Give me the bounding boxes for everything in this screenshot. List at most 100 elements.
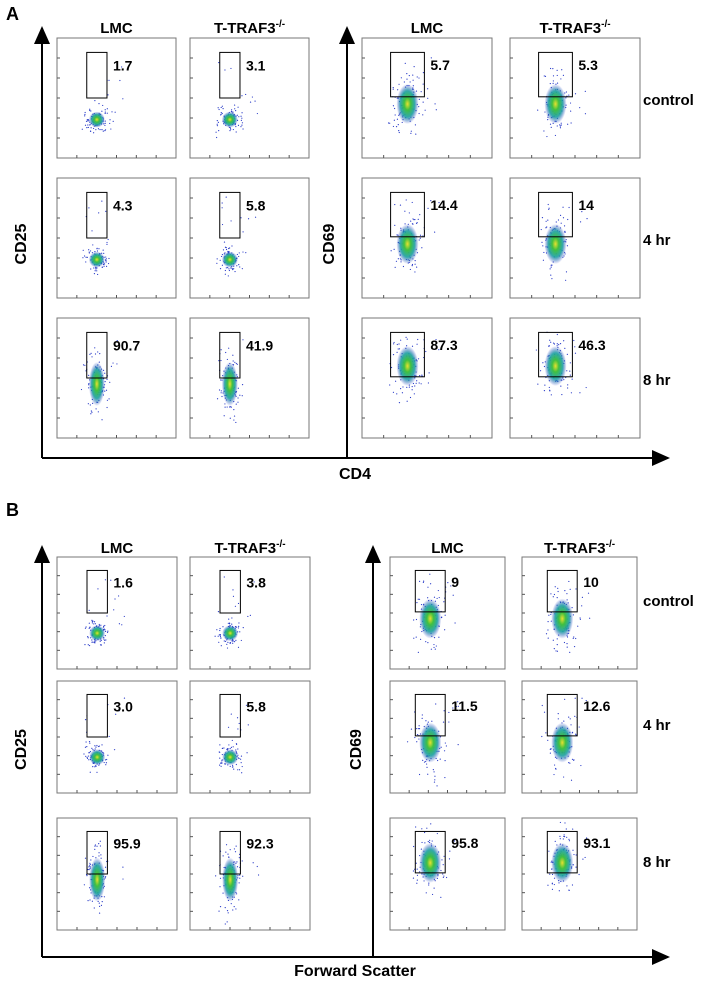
event-dot <box>90 127 92 129</box>
plot-frame <box>189 556 311 670</box>
event-dot <box>433 771 435 773</box>
event-dot <box>217 121 220 123</box>
event-dot <box>559 838 561 840</box>
event-dot <box>435 703 437 705</box>
event-dot <box>587 592 590 594</box>
event-dot <box>394 114 396 116</box>
event-dot <box>91 622 93 624</box>
event-dot <box>393 119 395 121</box>
event-dot <box>569 102 572 104</box>
event-dot <box>216 629 218 631</box>
event-dot <box>87 900 89 902</box>
event-dot <box>241 268 243 270</box>
event-dot <box>563 776 565 778</box>
event-dot <box>228 744 230 746</box>
row-label: control <box>643 92 694 109</box>
event-dot <box>220 390 222 392</box>
event-dot <box>548 850 550 852</box>
event-dot <box>406 78 408 80</box>
event-dot <box>235 626 237 628</box>
event-dot <box>227 853 229 855</box>
event-dot <box>118 623 121 625</box>
event-dot <box>404 210 406 212</box>
event-dot <box>556 345 558 347</box>
event-dot <box>560 222 562 224</box>
event-dot <box>122 98 124 100</box>
event-dot <box>87 637 89 639</box>
event-dot <box>432 769 434 771</box>
event-dot <box>102 130 104 132</box>
event-dot <box>220 359 222 362</box>
event-dot <box>408 212 410 214</box>
event-dot <box>82 364 85 366</box>
event-dot <box>549 873 551 875</box>
event-dot <box>565 91 568 93</box>
event-dot <box>94 844 97 846</box>
event-dot <box>238 882 240 884</box>
event-dot <box>415 862 417 864</box>
event-dot <box>104 634 106 637</box>
event-dot <box>433 781 436 783</box>
event-dot <box>106 399 109 401</box>
event-dot <box>216 120 218 122</box>
gate-percentage: 92.3 <box>246 835 273 851</box>
event-dot <box>549 123 552 125</box>
event-density <box>396 224 419 264</box>
event-dot <box>85 626 87 628</box>
event-dot <box>229 130 231 132</box>
event-dot <box>400 77 402 79</box>
event-dot <box>88 609 90 611</box>
event-dot <box>413 637 415 639</box>
event-dot <box>119 79 121 82</box>
event-dot <box>435 645 437 647</box>
event-dot <box>121 624 123 626</box>
event-dot <box>86 874 88 877</box>
event-dot <box>571 758 574 760</box>
gate <box>219 331 241 379</box>
event-dot <box>241 122 244 124</box>
event-dot <box>452 594 454 596</box>
event-dot <box>448 858 451 860</box>
event-dot <box>89 353 91 356</box>
event-dot <box>223 640 225 642</box>
event-dot <box>86 757 89 760</box>
event-dot <box>444 760 446 762</box>
event-dot <box>84 115 86 117</box>
event-dot <box>402 265 405 268</box>
event-dot <box>416 266 418 268</box>
event-dot <box>558 890 560 892</box>
event-dot <box>424 842 426 844</box>
event-dot <box>570 392 573 394</box>
event-dot <box>223 747 225 749</box>
event-dot <box>537 383 539 385</box>
event-dot <box>99 353 101 355</box>
event-dot <box>574 697 576 699</box>
event-dot <box>442 864 444 866</box>
event-dot <box>398 401 401 404</box>
event-dot <box>571 378 573 380</box>
event-dot <box>411 265 413 267</box>
event-dot <box>584 842 586 844</box>
event-dot <box>217 635 219 637</box>
event-dot <box>221 223 224 226</box>
event-dot <box>98 248 100 250</box>
event-dot <box>224 273 226 275</box>
event-dot <box>93 621 96 623</box>
event-dot <box>545 633 548 635</box>
event-dot <box>229 417 231 419</box>
event-dot <box>219 635 222 638</box>
event-dot <box>225 248 228 251</box>
y-axis-label: CD25 <box>13 223 30 264</box>
event-dot <box>92 244 94 246</box>
gate <box>219 693 241 738</box>
event-dot <box>435 339 437 341</box>
event-dot <box>240 762 242 764</box>
column-name: LMC <box>100 20 133 37</box>
event-dot <box>94 640 96 642</box>
plot-frame <box>189 680 311 794</box>
event-dot <box>90 413 92 415</box>
event-dot <box>573 853 575 856</box>
event-dot <box>397 258 399 260</box>
event-dot <box>92 620 94 622</box>
event-dot <box>543 130 545 132</box>
